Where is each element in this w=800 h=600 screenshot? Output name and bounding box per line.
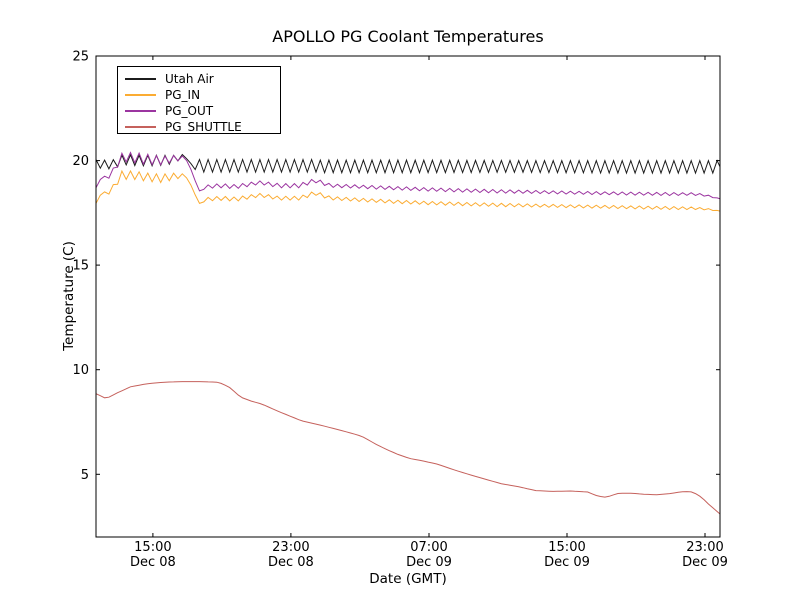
x-tick-date: Dec 08 xyxy=(268,555,314,570)
series-line-pg-in xyxy=(96,169,720,212)
series-line-pg-shuttle xyxy=(96,381,720,515)
x-tick-date: Dec 09 xyxy=(682,555,728,570)
legend-item-pg-out: PG_OUT xyxy=(118,103,280,119)
x-axis-label: Date (GMT) xyxy=(369,571,447,587)
x-tick-time: 15:00 xyxy=(548,540,585,555)
plot-border xyxy=(95,55,721,538)
legend-item-utah-air: Utah Air xyxy=(118,71,280,87)
legend-line-swatch-pg-in xyxy=(125,94,156,96)
legend-line-swatch-pg-out xyxy=(125,110,156,112)
series-lines xyxy=(96,151,720,515)
legend: Utah Air PG_IN PG_OUT PG_SHUTTLE xyxy=(117,66,281,134)
y-tick-label: 10 xyxy=(72,363,89,378)
y-tick-label: 15 xyxy=(72,259,89,274)
x-tick-time: 23:00 xyxy=(686,540,723,555)
legend-item-pg-in: PG_IN xyxy=(118,87,280,103)
chart-title: APOLLO PG Coolant Temperatures xyxy=(272,27,544,46)
y-axis-label: Temperature (C) xyxy=(61,241,77,351)
series-line-pg-out xyxy=(96,151,720,200)
x-tick-time: 15:00 xyxy=(134,540,171,555)
x-tick-time: 23:00 xyxy=(272,540,309,555)
legend-label-pg-shuttle: PG_SHUTTLE xyxy=(165,120,242,134)
legend-label-utah-air: Utah Air xyxy=(165,72,214,86)
y-tick-label: 5 xyxy=(81,468,89,483)
tick-marks xyxy=(96,55,720,537)
x-tick-date: Dec 09 xyxy=(406,555,452,570)
x-tick-date: Dec 09 xyxy=(544,555,590,570)
series-line-utah-air xyxy=(96,153,720,175)
x-tick-date: Dec 08 xyxy=(130,555,176,570)
x-tick-time: 07:00 xyxy=(410,540,447,555)
legend-line-swatch-utah-air xyxy=(125,78,156,80)
legend-item-pg-shuttle: PG_SHUTTLE xyxy=(118,119,280,135)
legend-label-pg-in: PG_IN xyxy=(165,88,201,102)
legend-line-swatch-pg-shuttle xyxy=(125,126,156,128)
y-tick-label: 20 xyxy=(72,154,89,169)
legend-label-pg-out: PG_OUT xyxy=(165,104,214,118)
y-tick-label: 25 xyxy=(72,50,89,65)
